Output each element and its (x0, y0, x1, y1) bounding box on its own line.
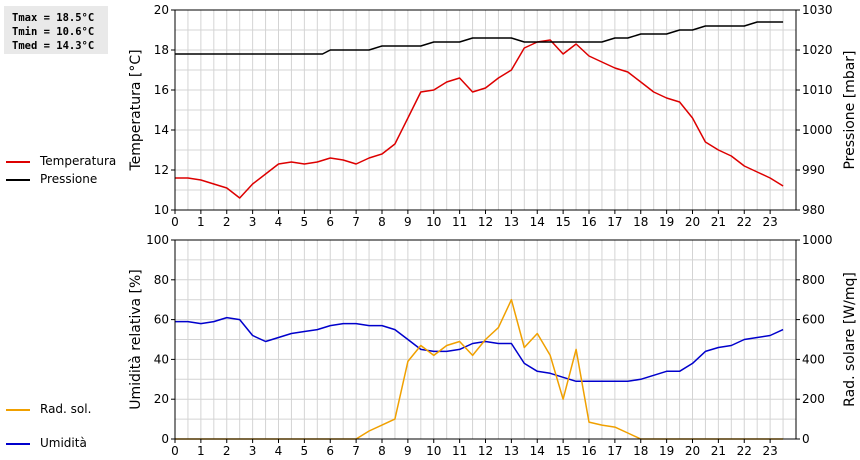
chart1-y2-tick-label: 1020 (802, 43, 833, 57)
chart1-x-tick-label: 10 (426, 215, 441, 229)
chart1-x-tick-label: 11 (452, 215, 467, 229)
chart2-x-tick-label: 5 (301, 444, 309, 458)
chart1-series-line-2 (175, 21, 784, 55)
chart2-y2label: Rad. solare [W/mq] (842, 272, 858, 407)
chart1-x-tick-label: 18 (633, 215, 648, 229)
chart2-y-tick-label: 100 (146, 233, 169, 247)
legend-label-pressione: Pressione (40, 172, 98, 186)
chart1-x-tick-label: 9 (404, 215, 412, 229)
chart1-x-tick-label: 1 (197, 215, 205, 229)
chart1-y2-tick-label: 1030 (802, 3, 833, 17)
chart1-x-tick-label: 13 (504, 215, 519, 229)
chart1-x-tick-label: 2 (223, 215, 231, 229)
chart2-y-tick-label: 40 (154, 352, 169, 366)
chart1-y-tick-label: 16 (154, 83, 169, 97)
chart1-y2-tick-label: 980 (802, 203, 825, 217)
chart1-x-tick-label: 6 (326, 215, 334, 229)
chart1-x-tick-label: 3 (249, 215, 257, 229)
chart2-x-tick-label: 15 (555, 444, 570, 458)
chart2-ylabel: Umidità relativa [%] (128, 269, 144, 410)
stat-tmax: Tmax = 18.5°C (12, 12, 95, 24)
chart1-x-tick-label: 20 (685, 215, 700, 229)
chart1-x-tick-label: 17 (607, 215, 622, 229)
chart2-x-tick-label: 2 (223, 444, 231, 458)
chart2-x-tick-label: 21 (711, 444, 726, 458)
legend-label-temperatura: Temperatura (40, 154, 117, 168)
chart2-y-tick-label: 80 (154, 273, 169, 287)
chart2-y-tick-label: 20 (154, 392, 169, 406)
chart2-x-tick-label: 4 (275, 444, 283, 458)
chart2-x-tick-label: 13 (504, 444, 519, 458)
chart2-x-tick-label: 3 (249, 444, 257, 458)
chart1-y-tick-label: 18 (154, 43, 169, 57)
chart2-x-tick-label: 23 (762, 444, 777, 458)
chart1-y2-tick-label: 1010 (802, 83, 833, 97)
chart2-y2-tick-label: 600 (802, 313, 825, 327)
chart1-ylabel: Temperatura [°C] (128, 49, 144, 171)
chart1-x-tick-label: 8 (378, 215, 386, 229)
chart2-x-tick-label: 17 (607, 444, 622, 458)
legend-swatch-umidita (6, 443, 30, 445)
stat-tmed: Tmed = 14.3°C (12, 40, 95, 52)
chart1-x-tick-label: 14 (530, 215, 545, 229)
chart1-series-line-1 (175, 39, 784, 199)
chart1-y2-tick-label: 990 (802, 163, 825, 177)
chart2-series-line-1 (175, 316, 784, 383)
chart2-y2-tick-label: 200 (802, 392, 825, 406)
chart1-y-tick-label: 20 (154, 3, 169, 17)
stat-tmin: Tmin = 10.6°C (12, 26, 95, 38)
chart1-y2label: Pressione [mbar] (842, 50, 858, 169)
chart2-x-tick-label: 22 (737, 444, 752, 458)
stats-box: Tmax = 18.5°C Tmin = 10.6°C Tmed = 14.3°… (4, 6, 108, 54)
legend-label-umidita: Umidità (40, 436, 87, 450)
chart2-x-tick-label: 9 (404, 444, 412, 458)
chart2-x-tick-label: 6 (326, 444, 334, 458)
chart1-x-tick-label: 22 (737, 215, 752, 229)
chart2-x-tick-label: 10 (426, 444, 441, 458)
chart1-y-tick-label: 14 (154, 123, 169, 137)
chart2-x-tick-label: 11 (452, 444, 467, 458)
chart1-y2-tick-label: 1000 (802, 123, 833, 137)
chart2-x-tick-label: 7 (352, 444, 360, 458)
chart2-y2-tick-label: 1000 (802, 233, 833, 247)
chart2-x-tick-label: 12 (478, 444, 493, 458)
chart2-y2-tick-label: 800 (802, 273, 825, 287)
legend-label-rad-sol: Rad. sol. (40, 402, 92, 416)
chart2-x-tick-label: 0 (171, 444, 179, 458)
legend-swatch-pressione (6, 179, 30, 181)
chart2-x-tick-label: 19 (659, 444, 674, 458)
chart2-x-tick-label: 8 (378, 444, 386, 458)
chart2-y2-tick-label: 400 (802, 352, 825, 366)
chart2-x-tick-label: 16 (581, 444, 596, 458)
chart2-x-tick-label: 20 (685, 444, 700, 458)
chart1-y-tick-label: 12 (154, 163, 169, 177)
chart2-y-tick-label: 60 (154, 313, 169, 327)
chart2-x-tick-label: 1 (197, 444, 205, 458)
chart1-x-tick-label: 12 (478, 215, 493, 229)
chart2-x-tick-label: 14 (530, 444, 545, 458)
legend-swatch-temperatura (6, 161, 30, 163)
chart1-x-tick-label: 7 (352, 215, 360, 229)
chart1-x-tick-label: 19 (659, 215, 674, 229)
chart2-x-tick-label: 18 (633, 444, 648, 458)
chart1-x-tick-label: 15 (555, 215, 570, 229)
chart1-x-tick-label: 21 (711, 215, 726, 229)
legend-swatch-rad-sol (6, 409, 30, 411)
chart1-x-tick-label: 23 (762, 215, 777, 229)
chart1-x-tick-label: 0 (171, 215, 179, 229)
chart1-x-tick-label: 16 (581, 215, 596, 229)
chart2-y2-tick-label: 0 (802, 432, 810, 446)
chart1-y-tick-label: 10 (154, 203, 169, 217)
chart2-y-tick-label: 0 (161, 432, 169, 446)
chart1-x-tick-label: 5 (301, 215, 309, 229)
chart1-x-tick-label: 4 (275, 215, 283, 229)
chart2-series-line-2 (175, 298, 784, 440)
